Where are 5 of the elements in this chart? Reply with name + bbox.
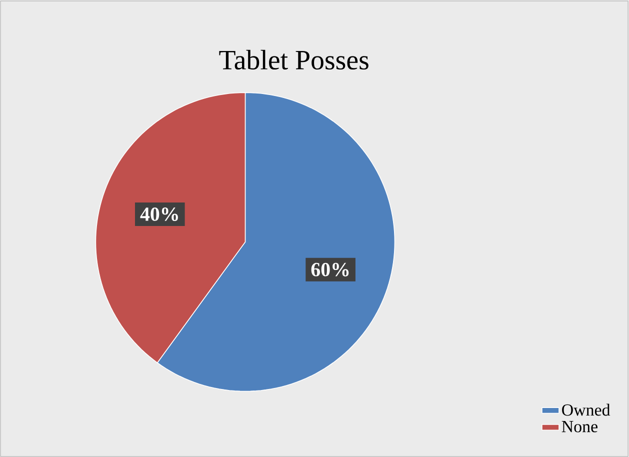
legend-label: Owned (562, 404, 610, 416)
data-label: 60% (311, 262, 349, 276)
legend-label: None (562, 421, 598, 432)
data-label: 40% (140, 207, 178, 222)
chart-title: Tablet Posses (219, 50, 368, 70)
